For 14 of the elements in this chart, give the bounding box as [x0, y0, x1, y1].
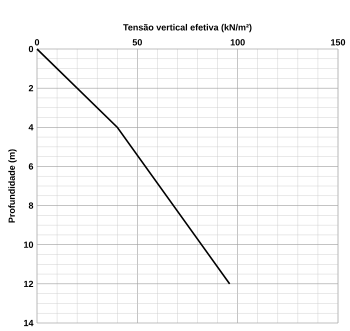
y-tick-label: 0 [28, 46, 34, 52]
y-tick-label: 4 [28, 124, 34, 130]
y-tick-label: 12 [24, 280, 34, 287]
x-tick-label: 100 [230, 39, 245, 46]
y-tick-label: 6 [28, 163, 34, 170]
x-tick-label: 150 [331, 39, 346, 46]
x-tick-label: 50 [132, 39, 142, 46]
y-tick-label: 2 [28, 85, 34, 92]
x-axis-title: Tensão vertical efetiva (kN/m²) [123, 24, 252, 32]
y-tick-label: 10 [24, 242, 34, 248]
x-tick-label: 0 [34, 39, 40, 46]
y-tick-label: 14 [24, 320, 34, 326]
y-axis-title: Profundidade (m) [8, 149, 17, 223]
y-tick-label: 8 [28, 202, 34, 209]
